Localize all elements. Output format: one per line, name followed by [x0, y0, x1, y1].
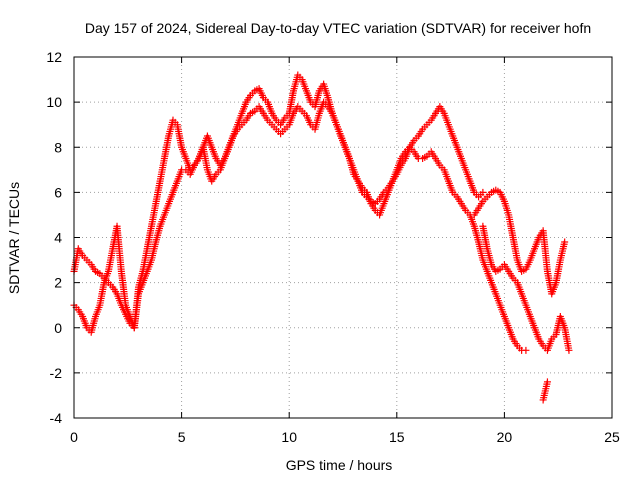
y-axis-label: SDTVAR / TECUs [6, 182, 22, 294]
x-tick-label: 10 [281, 429, 297, 445]
x-axis-label: GPS time / hours [286, 457, 393, 473]
y-tick-label: -2 [50, 365, 63, 381]
y-tick-label: 12 [46, 49, 62, 65]
y-tick-label: 2 [54, 275, 62, 291]
x-tick-label: 0 [70, 429, 78, 445]
data-point [479, 188, 487, 196]
plot-frame [73, 56, 613, 419]
y-tick-label: -4 [50, 410, 63, 426]
y-tick-label: 8 [54, 139, 62, 155]
data-point [522, 346, 530, 354]
data-points [70, 71, 573, 404]
y-tick-label: 0 [54, 320, 62, 336]
x-tick-label: 5 [178, 429, 186, 445]
x-tick-label: 15 [389, 429, 405, 445]
x-tick-label: 20 [497, 429, 513, 445]
y-tick-label: 4 [54, 230, 62, 246]
grid [74, 57, 612, 418]
data-point [561, 238, 569, 246]
y-tick-label: 10 [46, 94, 62, 110]
x-tick-label: 25 [604, 429, 620, 445]
chart-title: Day 157 of 2024, Sidereal Day-to-day VTE… [85, 20, 591, 36]
axis-ticks: 0 5 10 15 20 25 -4 -2 0 2 4 6 8 10 12 [46, 49, 620, 445]
data-point [543, 378, 551, 386]
y-tick-label: 6 [54, 184, 62, 200]
data-point [565, 346, 573, 354]
